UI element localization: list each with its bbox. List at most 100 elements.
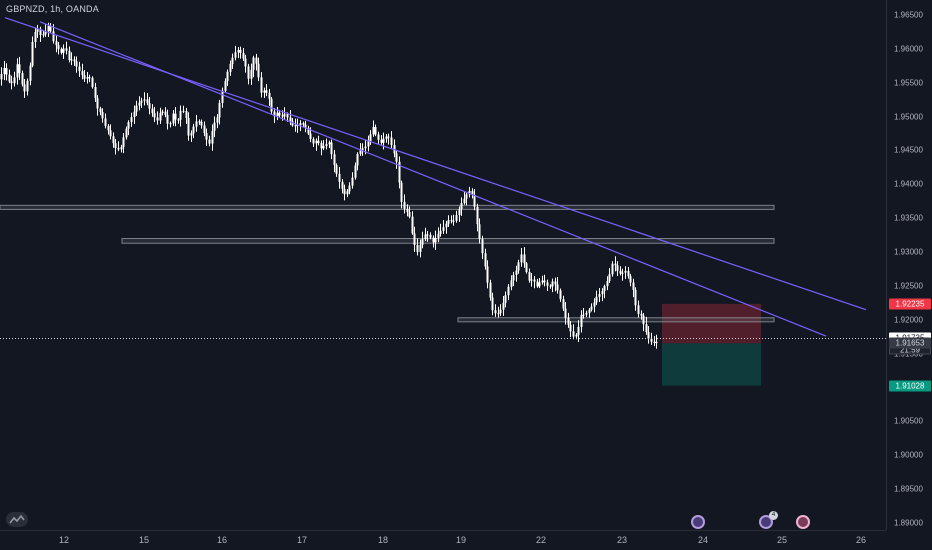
trendline-lower[interactable] — [39, 21, 827, 337]
candle-body — [328, 142, 331, 145]
candle-body — [320, 142, 323, 149]
candle-body — [104, 118, 107, 126]
candle-body — [161, 111, 164, 113]
time-axis[interactable]: 12 15 16 17 18 19 22 23 24 25 26 — [0, 530, 886, 550]
candle-body — [569, 324, 572, 332]
candle-body — [31, 41, 34, 66]
candle-body — [515, 270, 518, 275]
candle-body — [101, 111, 104, 119]
candle-body — [450, 220, 453, 222]
support-resistance-1-box[interactable] — [0, 204, 775, 210]
tradingview-logo-icon[interactable] — [6, 512, 28, 527]
candle-body — [260, 77, 263, 93]
candle-body — [380, 139, 383, 143]
candle-body — [452, 220, 455, 222]
support-resistance-2-box[interactable] — [121, 238, 775, 244]
candle-body — [151, 108, 154, 114]
candle-body — [36, 28, 39, 33]
candle-body — [218, 102, 221, 118]
candle-body — [8, 74, 11, 82]
candle-body — [361, 148, 364, 151]
candle-body — [44, 31, 47, 35]
candle-body — [26, 80, 29, 92]
candle-body — [645, 324, 648, 333]
candle-body — [237, 49, 240, 53]
candle-body — [239, 49, 242, 54]
candle-body — [312, 139, 315, 144]
candle-body — [333, 154, 336, 166]
candle-body — [364, 146, 367, 149]
candle-body — [424, 234, 427, 240]
candle-body — [465, 194, 468, 199]
candle-body — [382, 138, 385, 143]
candle-body — [148, 103, 151, 109]
candle-body — [174, 113, 177, 120]
candle-body — [442, 227, 445, 231]
candle-body — [606, 280, 609, 287]
time-axis-label: 12 — [58, 535, 70, 545]
candle-body — [588, 309, 591, 313]
price-axis-label: 1.94000 — [894, 179, 923, 189]
candle-body — [356, 153, 359, 166]
candle-body — [317, 140, 320, 143]
time-axis-label: 23 — [616, 535, 628, 545]
candle-body — [234, 52, 237, 58]
candle-body — [582, 314, 585, 316]
price-axis-label: 1.92500 — [894, 281, 923, 291]
take-profit-zone[interactable] — [662, 343, 761, 386]
stop-loss-zone[interactable] — [662, 303, 761, 344]
support-resistance-3-box[interactable] — [457, 317, 775, 323]
price-axis-label: 1.93000 — [894, 247, 923, 257]
candle-body — [169, 123, 172, 125]
entry-price-tag: 1.91653 — [889, 337, 931, 349]
candle-body — [528, 272, 531, 281]
candle-body — [10, 81, 13, 84]
candle-body — [122, 137, 125, 148]
candle-body — [192, 126, 195, 134]
flag-event-icon[interactable] — [796, 515, 810, 529]
candle-body — [281, 115, 284, 117]
candle-body — [614, 263, 617, 266]
candle-body — [140, 100, 143, 103]
candle-body — [502, 302, 505, 310]
candle-body — [91, 77, 94, 88]
candle-body — [577, 326, 580, 335]
time-axis-label: 26 — [855, 535, 867, 545]
candle-body — [429, 234, 432, 238]
candle-body — [81, 71, 84, 76]
candle-body — [629, 276, 632, 283]
candle-body — [432, 237, 435, 243]
price-chart[interactable] — [0, 0, 886, 530]
candle-body — [195, 121, 198, 127]
candle-body — [226, 71, 229, 82]
candle-body — [325, 144, 328, 147]
candle-body — [65, 48, 68, 51]
candle-body — [460, 203, 463, 209]
trendline-upper[interactable] — [4, 17, 867, 311]
candle-body — [34, 32, 37, 42]
candle-body — [88, 77, 91, 79]
candle-body — [229, 63, 232, 72]
flag-event-icon[interactable]: 4 — [759, 511, 778, 529]
candle-body — [120, 147, 123, 150]
candle-body — [75, 61, 78, 67]
candle-body — [595, 296, 598, 303]
candle-body — [510, 280, 513, 287]
price-axis[interactable]: 1.96500 1.96000 1.95500 1.95000 1.94500 1.940… — [886, 0, 932, 530]
stop-loss-price-tag: 1.92235 — [889, 298, 931, 310]
candle-body — [624, 270, 627, 273]
candle-body — [632, 282, 635, 290]
candle-body — [117, 148, 120, 150]
candle-body — [512, 274, 515, 281]
candle-body — [23, 84, 26, 92]
flag-event-icon[interactable] — [691, 515, 705, 529]
candle-body — [179, 110, 182, 120]
candle-body — [390, 137, 393, 145]
candle-body — [159, 112, 162, 121]
candle-body — [575, 334, 578, 337]
candle-body — [497, 313, 500, 315]
candle-body — [244, 58, 247, 67]
candle-body — [653, 341, 656, 344]
candle-body — [62, 48, 65, 53]
candle-body — [398, 161, 401, 183]
